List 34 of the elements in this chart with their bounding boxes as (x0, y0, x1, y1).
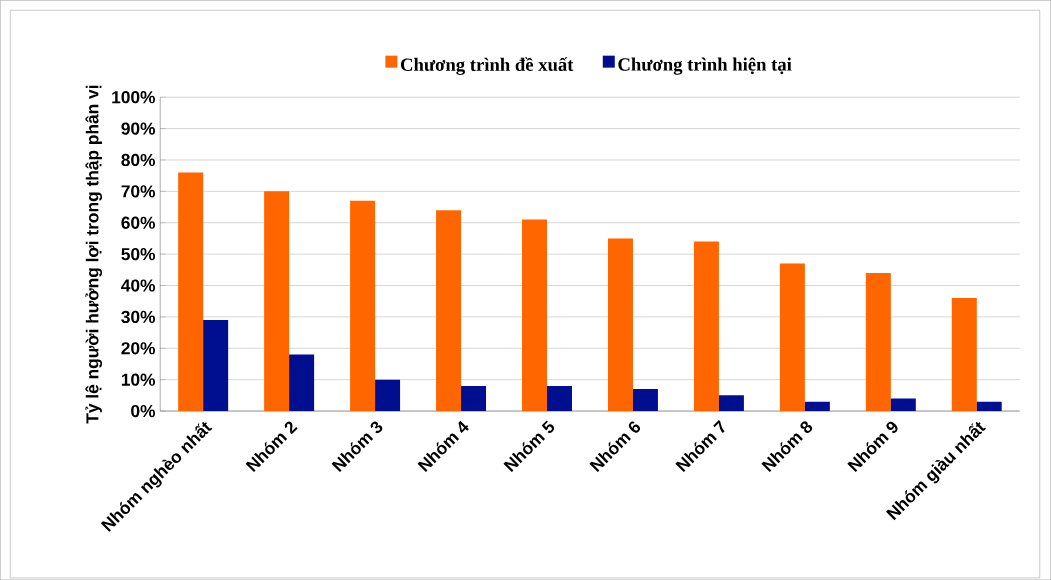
y-tick-label: 10% (121, 373, 156, 386)
y-tick-label: 90% (121, 122, 156, 135)
bar (890, 398, 916, 411)
bar (607, 238, 633, 411)
bar (289, 354, 315, 411)
bar (461, 385, 487, 411)
bar (693, 241, 719, 411)
bar (718, 395, 744, 411)
y-tick-label: 0% (131, 404, 156, 418)
bar (350, 200, 376, 411)
bar (804, 401, 830, 411)
bar (375, 379, 401, 411)
y-tick-label: 20% (121, 342, 156, 355)
y-axis-title: Tỷ lệ người hưởng lợi trong thập phân vị (85, 85, 103, 424)
legend-label: Chương trình đề xuất (400, 57, 574, 75)
bar (203, 319, 229, 411)
y-tick-label: 40% (121, 279, 156, 292)
bar (951, 297, 977, 411)
y-tick-label: 50% (121, 247, 156, 261)
bar (779, 263, 805, 411)
bar (976, 401, 1002, 411)
bar (178, 172, 204, 411)
y-tick-label: 30% (121, 310, 156, 323)
bar (865, 272, 891, 411)
y-tick-label: 60% (121, 216, 156, 229)
bar (264, 191, 290, 411)
bar (632, 388, 658, 411)
y-tick-label: 100% (112, 90, 156, 104)
bar (522, 219, 547, 411)
bar (436, 210, 462, 411)
y-tick-label: 70% (121, 185, 156, 198)
y-tick-label: 80% (121, 153, 156, 166)
bar (547, 385, 572, 411)
legend-label: Chương trình hiện tại (618, 57, 792, 75)
